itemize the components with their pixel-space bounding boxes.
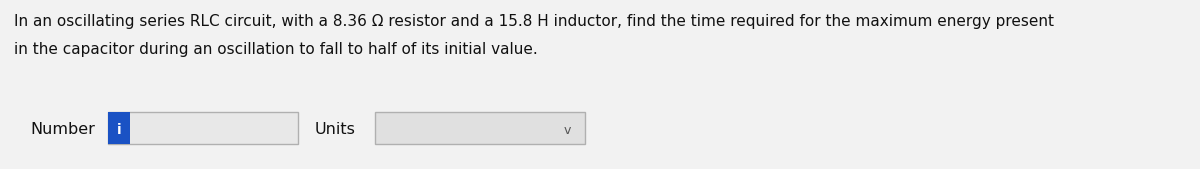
Text: v: v	[563, 124, 571, 137]
Text: In an oscillating series RLC circuit, with a 8.36 Ω resistor and a 15.8 H induct: In an oscillating series RLC circuit, wi…	[14, 14, 1054, 29]
Text: in the capacitor during an oscillation to fall to half of its initial value.: in the capacitor during an oscillation t…	[14, 42, 538, 57]
FancyBboxPatch shape	[108, 112, 298, 144]
Text: i: i	[116, 123, 121, 137]
Text: Units: Units	[314, 123, 356, 138]
FancyBboxPatch shape	[374, 112, 586, 144]
Text: Number: Number	[30, 123, 95, 138]
FancyBboxPatch shape	[108, 112, 130, 144]
